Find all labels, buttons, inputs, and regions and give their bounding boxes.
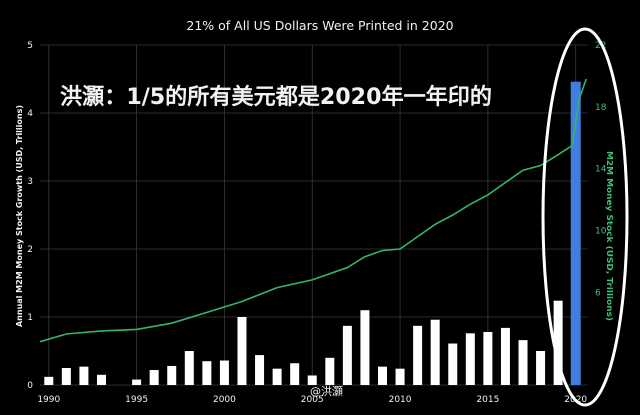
x-tick-label: 2010	[389, 395, 412, 405]
bar-2014	[465, 333, 475, 385]
bar-1995	[132, 379, 142, 385]
right-tick-label: 14	[595, 165, 607, 175]
x-tick-label: 2015	[476, 395, 499, 405]
bar-1992	[79, 366, 89, 385]
bar-2009	[378, 366, 387, 385]
gridlines	[40, 44, 588, 386]
x-tick-label: 1995	[125, 395, 148, 405]
x-tick-label: 2005	[301, 395, 324, 405]
x-tick-label: 2000	[213, 395, 236, 405]
left-axis-label: Annual M2M Money Stock Growth (USD, Tril…	[15, 105, 24, 327]
right-tick-label: 10	[595, 226, 607, 236]
left-tick-label: 2	[27, 245, 33, 255]
bar-2010	[395, 368, 405, 385]
left-tick-label: 3	[27, 177, 33, 187]
bar-2020	[570, 81, 581, 385]
bar-1991	[61, 368, 71, 385]
bar-2007	[342, 325, 352, 385]
bar-2008	[360, 310, 370, 385]
bar-2017	[518, 340, 528, 385]
bar-2012	[430, 319, 440, 385]
right-tick-label: 6	[595, 288, 601, 298]
bar-2004	[290, 363, 300, 385]
bar-1996	[149, 370, 159, 385]
left-tick-label: 5	[27, 41, 33, 51]
weibo-watermark: @洪灝	[310, 384, 343, 398]
right-axis-label: M2M Money Stock (USD, Trillions)	[605, 151, 614, 321]
left-tick-label: 4	[27, 109, 33, 119]
bar-2005	[307, 375, 317, 385]
right-tick-label: 22	[595, 41, 606, 51]
chinese-annotation: 洪灝：1/5的所有美元都是2020年一年印的	[60, 84, 492, 110]
highlight-circle	[541, 27, 629, 407]
left-tick-label: 1	[27, 313, 33, 323]
x-tick-label: 1990	[37, 395, 60, 405]
bar-2018	[536, 351, 546, 385]
bar-2016	[500, 327, 510, 385]
bar-2001	[237, 317, 247, 385]
bar-2000	[219, 360, 229, 385]
chart-title: 21% of All US Dollars Were Printed in 20…	[186, 18, 453, 33]
bar-2019	[553, 300, 563, 385]
money-stock-line	[39, 78, 587, 343]
bar-2006	[325, 357, 335, 385]
bar-1999	[202, 361, 212, 385]
bar-1993	[96, 374, 106, 385]
bar-2015	[483, 331, 493, 385]
bar-series	[44, 81, 581, 385]
bar-2011	[413, 325, 423, 385]
bar-2002	[255, 355, 265, 385]
bar-1998	[184, 351, 194, 385]
left-tick-label: 0	[27, 381, 33, 391]
right-tick-label: 18	[595, 103, 607, 113]
bar-2003	[272, 368, 282, 385]
bar-2013	[448, 343, 458, 385]
bar-1990	[44, 376, 54, 385]
bar-1997	[167, 365, 177, 385]
